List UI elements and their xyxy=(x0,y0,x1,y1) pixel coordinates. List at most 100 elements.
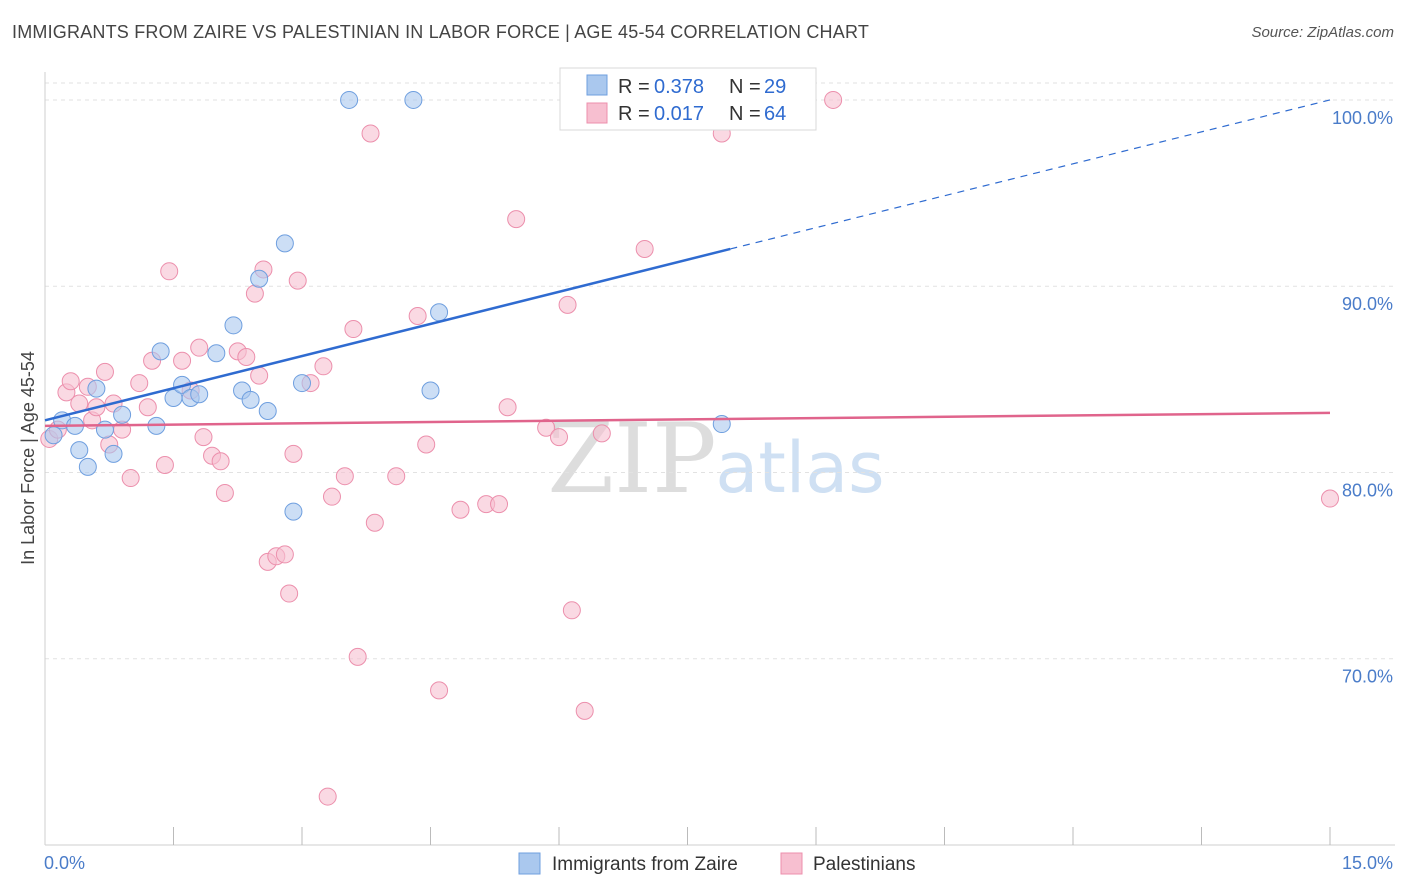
palestinians-point-17 xyxy=(160,262,179,281)
palestinians-trend-line xyxy=(44,411,1331,428)
zaire-point-18 xyxy=(241,390,260,409)
palestinians-point-60 xyxy=(635,239,654,258)
legend-n-label-2: N = xyxy=(729,103,761,125)
chart-source: Source: ZipAtlas.com xyxy=(1251,24,1394,41)
y-tick-label-3: 100.0% xyxy=(1332,108,1393,128)
palestinians-point-39 xyxy=(322,487,341,506)
zaire-point-3 xyxy=(70,441,89,460)
palestinians-point-42 xyxy=(348,647,367,666)
zaire-point-19 xyxy=(250,269,269,288)
bottom-legend-label-palestinians: Palestinians xyxy=(813,854,915,875)
palestinians-point-63 xyxy=(1321,489,1339,508)
palestinians-point-27 xyxy=(245,284,264,303)
bottom-legend-swatch-palestinians xyxy=(780,852,803,875)
zaire-trend-extension xyxy=(730,99,1331,250)
legend-r-label-2: R = xyxy=(618,103,650,125)
legend-swatch-palestinians xyxy=(586,102,608,124)
palestinians-point-12 xyxy=(121,469,140,488)
zaire-point-26 xyxy=(421,381,440,400)
palestinians-point-43 xyxy=(361,124,380,143)
bottom-legend: Immigrants from Zaire Palestinians xyxy=(518,852,915,875)
palestinians-point-20 xyxy=(190,338,209,357)
palestinians-point-24 xyxy=(215,483,234,502)
palestinians-point-35 xyxy=(288,271,307,290)
palestinians-point-44 xyxy=(365,513,384,532)
zaire-point-25 xyxy=(404,90,423,109)
zaire-point-23 xyxy=(293,374,311,393)
palestinians-point-51 xyxy=(490,495,509,514)
palestinians-point-23 xyxy=(211,452,230,471)
zaire-point-22 xyxy=(284,502,303,521)
palestinians-point-33 xyxy=(280,584,299,603)
y-axis-label: In Labor Force | Age 45-54 xyxy=(18,351,38,565)
zaire-point-16 xyxy=(224,316,243,335)
palestinians-point-37 xyxy=(314,357,333,376)
zaire-point-21 xyxy=(275,234,294,253)
legend-n-value-2: 64 xyxy=(764,103,786,125)
y-tick-label-2: 90.0% xyxy=(1342,294,1393,314)
zaire-point-10 xyxy=(151,342,170,361)
zaire-point-8 xyxy=(113,405,132,424)
palestinians-point-46 xyxy=(408,307,427,326)
chart-title: IMMIGRANTS FROM ZAIRE VS PALESTINIAN IN … xyxy=(12,22,870,42)
palestinians-point-40 xyxy=(335,467,354,486)
palestinians-point-26 xyxy=(237,347,256,366)
legend-n-value-1: 29 xyxy=(764,76,786,98)
zaire-point-27 xyxy=(430,303,449,322)
axes xyxy=(44,72,1395,846)
legend-n-label-1: N = xyxy=(729,76,761,98)
zaire-point-0 xyxy=(44,426,63,445)
palestinians-point-21 xyxy=(194,428,213,447)
bottom-legend-label-zaire: Immigrants from Zaire xyxy=(552,854,738,875)
legend-r-value-1: 0.378 xyxy=(654,76,704,98)
trend-lines xyxy=(44,99,1331,428)
palestinians-point-58 xyxy=(575,701,594,720)
palestinians-point-45 xyxy=(387,467,406,486)
palestinians-point-48 xyxy=(430,681,449,700)
palestinians-point-47 xyxy=(417,435,436,454)
palestinians-points xyxy=(40,90,1339,806)
palestinians-point-13 xyxy=(130,374,149,393)
legend-r-value-2: 0.017 xyxy=(654,103,704,125)
top-legend: R = 0.378 N = 29 R = 0.017 N = 64 xyxy=(559,67,817,131)
palestinians-point-32 xyxy=(275,545,294,564)
y-tick-label-0: 70.0% xyxy=(1342,667,1393,687)
x-tick-labels: 0.0% 15.0% xyxy=(44,853,1393,873)
palestinians-point-49 xyxy=(451,500,470,519)
zaire-point-15 xyxy=(207,344,226,363)
zaire-point-20 xyxy=(258,402,277,421)
palestinians-point-3 xyxy=(61,372,80,391)
palestinians-point-53 xyxy=(507,210,526,229)
palestinians-point-34 xyxy=(284,444,303,463)
zaire-point-6 xyxy=(95,420,114,439)
zaire-point-4 xyxy=(78,457,97,476)
palestinians-point-38 xyxy=(318,787,337,806)
palestinians-point-14 xyxy=(138,398,157,417)
palestinians-point-55 xyxy=(550,428,568,447)
palestinians-point-41 xyxy=(344,320,363,339)
zaire-point-24 xyxy=(340,90,359,109)
zaire-point-5 xyxy=(87,379,106,398)
legend-swatch-zaire xyxy=(586,74,608,96)
palestinians-point-28 xyxy=(250,366,269,385)
palestinians-point-52 xyxy=(498,398,517,417)
palestinians-point-8 xyxy=(95,362,114,381)
palestinians-point-59 xyxy=(592,424,611,443)
palestinians-point-18 xyxy=(173,351,192,370)
palestinians-point-54 xyxy=(537,418,556,437)
zaire-point-14 xyxy=(190,385,209,404)
palestinians-point-62 xyxy=(824,90,843,109)
y-tick-label-1: 80.0% xyxy=(1342,480,1393,500)
zaire-trend-line xyxy=(44,247,731,422)
palestinians-point-56 xyxy=(558,295,577,314)
y-tick-labels: 70.0% 80.0% 90.0% 100.0% xyxy=(1332,108,1393,687)
legend-r-label-1: R = xyxy=(618,76,650,98)
palestinians-point-16 xyxy=(155,456,174,475)
x-tick-label-max: 15.0% xyxy=(1342,853,1393,873)
bottom-legend-swatch-zaire xyxy=(518,852,541,875)
watermark-atlas: atlas xyxy=(715,427,884,509)
x-tick-label-min: 0.0% xyxy=(44,853,85,873)
zaire-point-7 xyxy=(104,444,123,463)
palestinians-point-57 xyxy=(562,601,581,620)
